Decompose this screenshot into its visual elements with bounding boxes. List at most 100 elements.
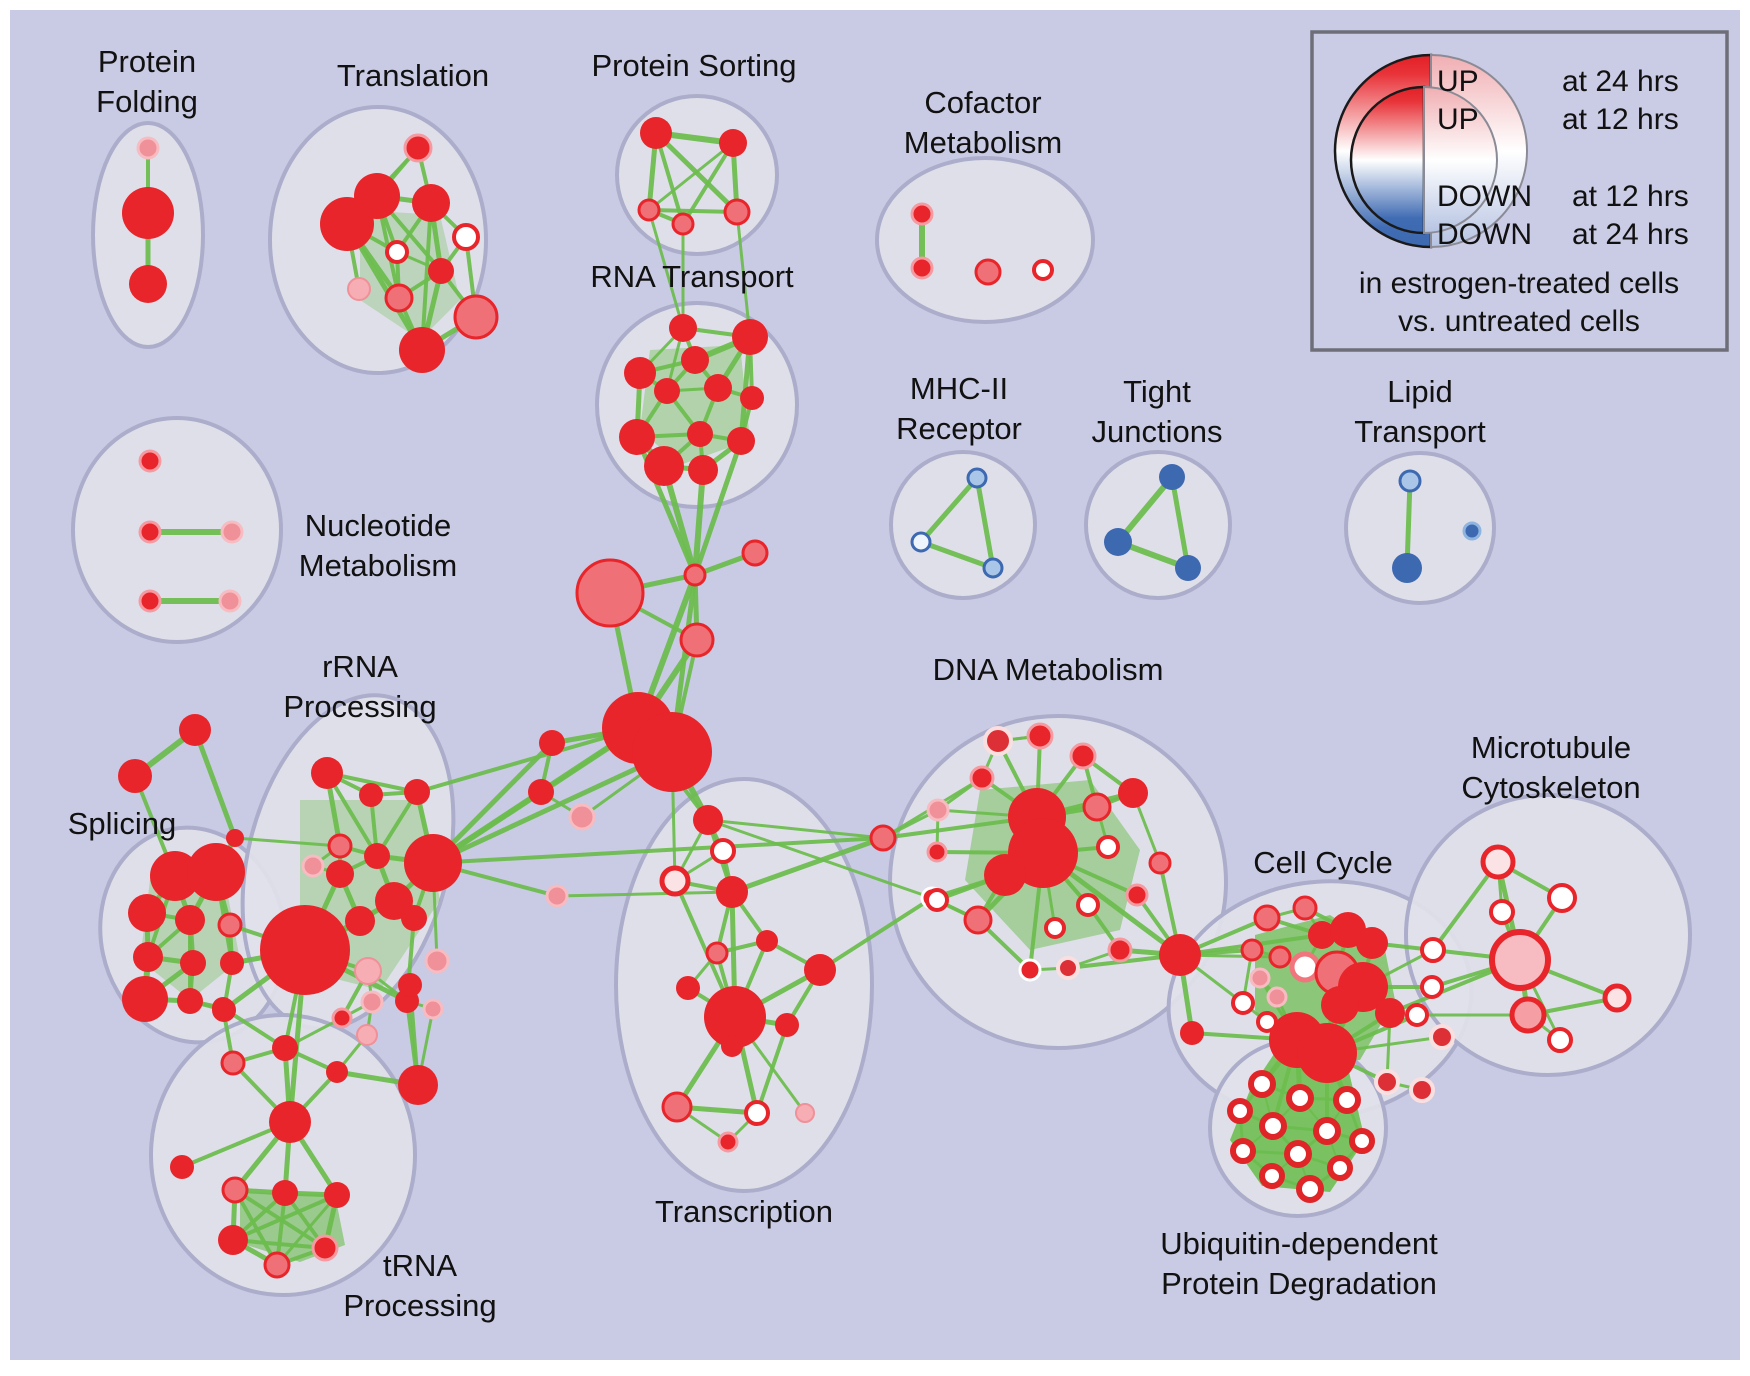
network-node-ps2[interactable] [719, 129, 747, 157]
network-node-dm7[interactable] [1082, 792, 1112, 822]
network-node-lt2[interactable] [1392, 553, 1422, 583]
network-node-lt3[interactable] [1462, 521, 1482, 541]
network-node-cm3[interactable] [974, 258, 1002, 286]
network-node-sp7[interactable] [180, 950, 206, 976]
network-node-rr6[interactable] [364, 843, 390, 869]
network-node-tr1[interactable] [403, 133, 433, 163]
network-node-ps1[interactable] [640, 117, 672, 149]
network-node-rrH[interactable] [260, 905, 350, 995]
network-node-pf1[interactable] [136, 136, 160, 160]
network-node-ub10[interactable] [1327, 1155, 1353, 1181]
network-node-rr7[interactable] [404, 834, 462, 892]
network-node-sp9[interactable] [122, 976, 168, 1022]
network-node-sD[interactable] [545, 884, 569, 908]
network-node-dm14[interactable] [963, 905, 993, 935]
network-node-tc10[interactable] [775, 1013, 799, 1037]
network-node-dm15[interactable] [1076, 893, 1100, 917]
network-node-tn0[interactable] [269, 1101, 311, 1143]
network-node-dm3[interactable] [1069, 742, 1097, 770]
network-node-ccR1[interactable] [1420, 937, 1446, 963]
network-node-dm4[interactable] [969, 765, 995, 791]
network-node-tc5[interactable] [756, 930, 778, 952]
network-node-rt11[interactable] [644, 446, 684, 486]
network-node-mcA[interactable] [1480, 844, 1516, 880]
network-node-cc15[interactable] [1321, 986, 1359, 1024]
network-node-ub9[interactable] [1284, 1140, 1312, 1168]
network-node-sC[interactable] [568, 803, 596, 831]
network-node-mcC[interactable] [1489, 899, 1515, 925]
network-node-dmL[interactable] [869, 824, 897, 852]
network-node-rt2[interactable] [732, 319, 768, 355]
network-node-ub6[interactable] [1313, 1117, 1341, 1145]
network-node-ub1[interactable] [1248, 1070, 1276, 1098]
network-node-tr4[interactable] [412, 184, 450, 222]
network-node-dm1[interactable] [983, 726, 1013, 756]
network-node-tn1[interactable] [170, 1155, 194, 1179]
network-node-ub7[interactable] [1349, 1128, 1375, 1154]
network-node-tj2[interactable] [1104, 528, 1132, 556]
network-node-rr9[interactable] [345, 906, 375, 936]
network-node-tc12[interactable] [661, 1091, 693, 1123]
network-node-ccR3[interactable] [1405, 1003, 1429, 1027]
network-node-ccR2[interactable] [1420, 975, 1444, 999]
network-node-ub8[interactable] [1230, 1138, 1256, 1164]
network-node-tr6[interactable] [385, 240, 409, 264]
network-node-dm20[interactable] [1180, 1021, 1204, 1045]
network-node-dm18[interactable] [1056, 956, 1080, 980]
network-node-rr3[interactable] [404, 779, 430, 805]
network-node-tc14[interactable] [795, 1103, 815, 1123]
network-node-dm17[interactable] [1018, 958, 1042, 982]
network-node-rr1[interactable] [311, 757, 343, 789]
network-node-tn10[interactable] [398, 1065, 438, 1105]
network-node-tr9[interactable] [384, 283, 414, 313]
network-node-mcI2[interactable] [1547, 1027, 1573, 1053]
network-node-rt3[interactable] [624, 357, 656, 389]
network-node-mcB[interactable] [1547, 883, 1577, 913]
network-node-tr3[interactable] [320, 197, 374, 251]
network-node-tnD[interactable] [218, 1225, 248, 1255]
network-node-dmH3[interactable] [1159, 934, 1201, 976]
network-node-tc8[interactable] [676, 976, 700, 1000]
network-node-dm8[interactable] [1118, 778, 1148, 808]
network-node-rt7[interactable] [740, 386, 764, 410]
network-node-sp5[interactable] [217, 912, 243, 938]
network-node-dm10[interactable] [1096, 835, 1120, 859]
network-node-tnB[interactable] [272, 1180, 298, 1206]
network-node-nm2[interactable] [138, 520, 162, 544]
network-node-ub2[interactable] [1286, 1084, 1314, 1112]
network-node-rt12[interactable] [688, 455, 718, 485]
network-node-rr4[interactable] [327, 833, 353, 859]
network-node-tn3[interactable] [326, 1061, 348, 1083]
network-node-ub5[interactable] [1259, 1112, 1287, 1140]
network-node-rr13[interactable] [424, 948, 450, 974]
network-node-tc1[interactable] [693, 805, 723, 835]
network-node-tr5[interactable] [452, 223, 480, 251]
network-node-tc4[interactable] [716, 876, 748, 908]
network-node-dm11[interactable] [1148, 851, 1172, 875]
network-node-tc11[interactable] [721, 1035, 743, 1057]
network-node-dm19[interactable] [1107, 937, 1133, 963]
network-node-sx3[interactable] [226, 829, 244, 847]
network-node-tn4[interactable] [220, 1050, 246, 1076]
network-node-mh1[interactable] [966, 467, 988, 489]
network-node-tn6[interactable] [331, 1007, 353, 1029]
network-node-sp8[interactable] [220, 951, 244, 975]
network-node-sp3[interactable] [128, 894, 166, 932]
network-node-tc6[interactable] [705, 941, 729, 965]
network-node-rr11[interactable] [401, 905, 427, 931]
network-node-tnA[interactable] [221, 1176, 249, 1204]
network-node-rr5[interactable] [301, 854, 325, 878]
network-node-cc11[interactable] [1249, 967, 1271, 989]
network-node-dm16[interactable] [1044, 917, 1066, 939]
network-node-rr2[interactable] [359, 783, 383, 807]
network-node-cc3[interactable] [1308, 921, 1336, 949]
network-node-mcF[interactable] [1509, 996, 1547, 1034]
network-node-sp4[interactable] [175, 905, 205, 935]
network-node-pf3[interactable] [129, 265, 167, 303]
network-node-ccH2[interactable] [1297, 1023, 1357, 1083]
network-node-cc13[interactable] [1231, 991, 1255, 1015]
network-node-tc7[interactable] [804, 954, 836, 986]
network-node-h2[interactable] [741, 539, 769, 567]
network-node-cc7[interactable] [1268, 945, 1292, 969]
network-node-sp10[interactable] [177, 988, 203, 1014]
